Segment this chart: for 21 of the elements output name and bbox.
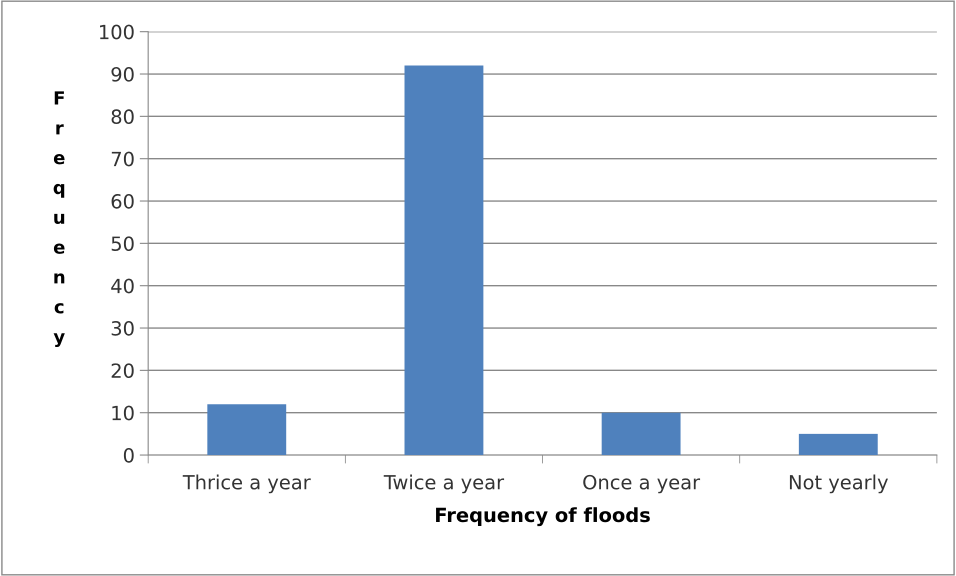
y-tick-label: 0 xyxy=(124,448,134,463)
y-tick-label: 80 xyxy=(112,109,134,124)
y-tick-label: 10 xyxy=(112,406,134,420)
y-tick-label: 30 xyxy=(112,320,134,336)
x-tick-label: Twice a year xyxy=(384,474,504,494)
y-tick-label: 50 xyxy=(112,236,134,252)
bar xyxy=(404,66,484,456)
text: Frequency xyxy=(54,91,65,347)
bar xyxy=(207,404,286,456)
y-tick-label: 70 xyxy=(112,152,134,166)
y-tick-label: 90 xyxy=(111,66,134,82)
x-tick-label: Thrice a year xyxy=(182,474,311,494)
y-tick-label: 20 xyxy=(112,363,134,378)
x-axis-title: Frequency of floods xyxy=(436,507,650,526)
bar xyxy=(602,412,681,456)
y-tick-label: 40 xyxy=(111,278,134,294)
x-tick-label: Once a year xyxy=(583,474,700,494)
bar xyxy=(798,434,878,456)
x-tick-label: Not yearly xyxy=(790,474,888,494)
y-tick-label: 60 xyxy=(112,194,134,209)
y-tick-label: 100 xyxy=(100,24,134,40)
